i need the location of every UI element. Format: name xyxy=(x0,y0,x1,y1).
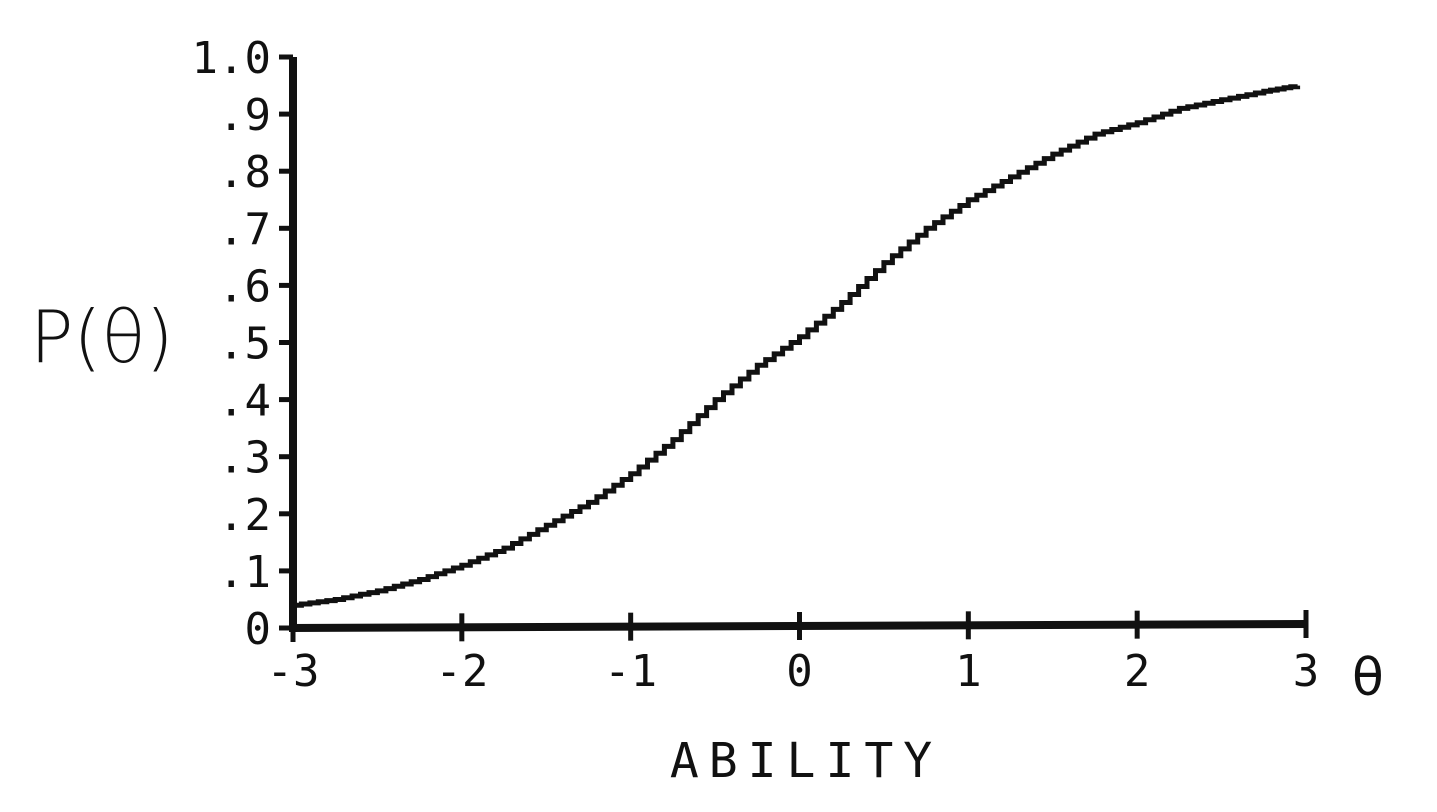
series-curve xyxy=(293,84,1301,608)
x-ticks: -3 -2 -1 0 1 2 3 xyxy=(267,610,1320,697)
y-tick-label: .4 xyxy=(218,376,271,427)
x-tick-label: 2 xyxy=(1124,646,1151,697)
y-tick-label: .8 xyxy=(218,147,271,198)
y-tick-label: .3 xyxy=(218,433,271,484)
x-tick-label: 0 xyxy=(786,646,813,697)
y-tick-label: 1.0 xyxy=(192,33,271,84)
x-axis xyxy=(288,620,1307,632)
x-tick-label: 3 xyxy=(1293,646,1320,697)
x-tick-label: -3 xyxy=(267,646,320,697)
y-tick-label: .9 xyxy=(218,90,271,141)
y-tick-label: 0 xyxy=(245,604,272,655)
y-tick-label: .1 xyxy=(218,547,271,598)
y-tick-label: .6 xyxy=(218,261,271,312)
x-tick-label: 1 xyxy=(955,646,982,697)
x-tick-label: -2 xyxy=(435,646,488,697)
x-tick-label: -1 xyxy=(604,646,657,697)
y-tick-label: .7 xyxy=(218,204,271,255)
y-ticks: 0 .1 .2 .3 .4 .5 .6 .7 .8 .9 1.0 xyxy=(192,33,293,655)
x-axis-symbol: θ xyxy=(1352,648,1384,708)
x-axis-label: ABILITY xyxy=(670,733,942,789)
y-tick-label: .2 xyxy=(218,490,271,541)
y-axis-label: P(θ) xyxy=(30,295,174,379)
y-tick-label: .5 xyxy=(218,319,271,370)
